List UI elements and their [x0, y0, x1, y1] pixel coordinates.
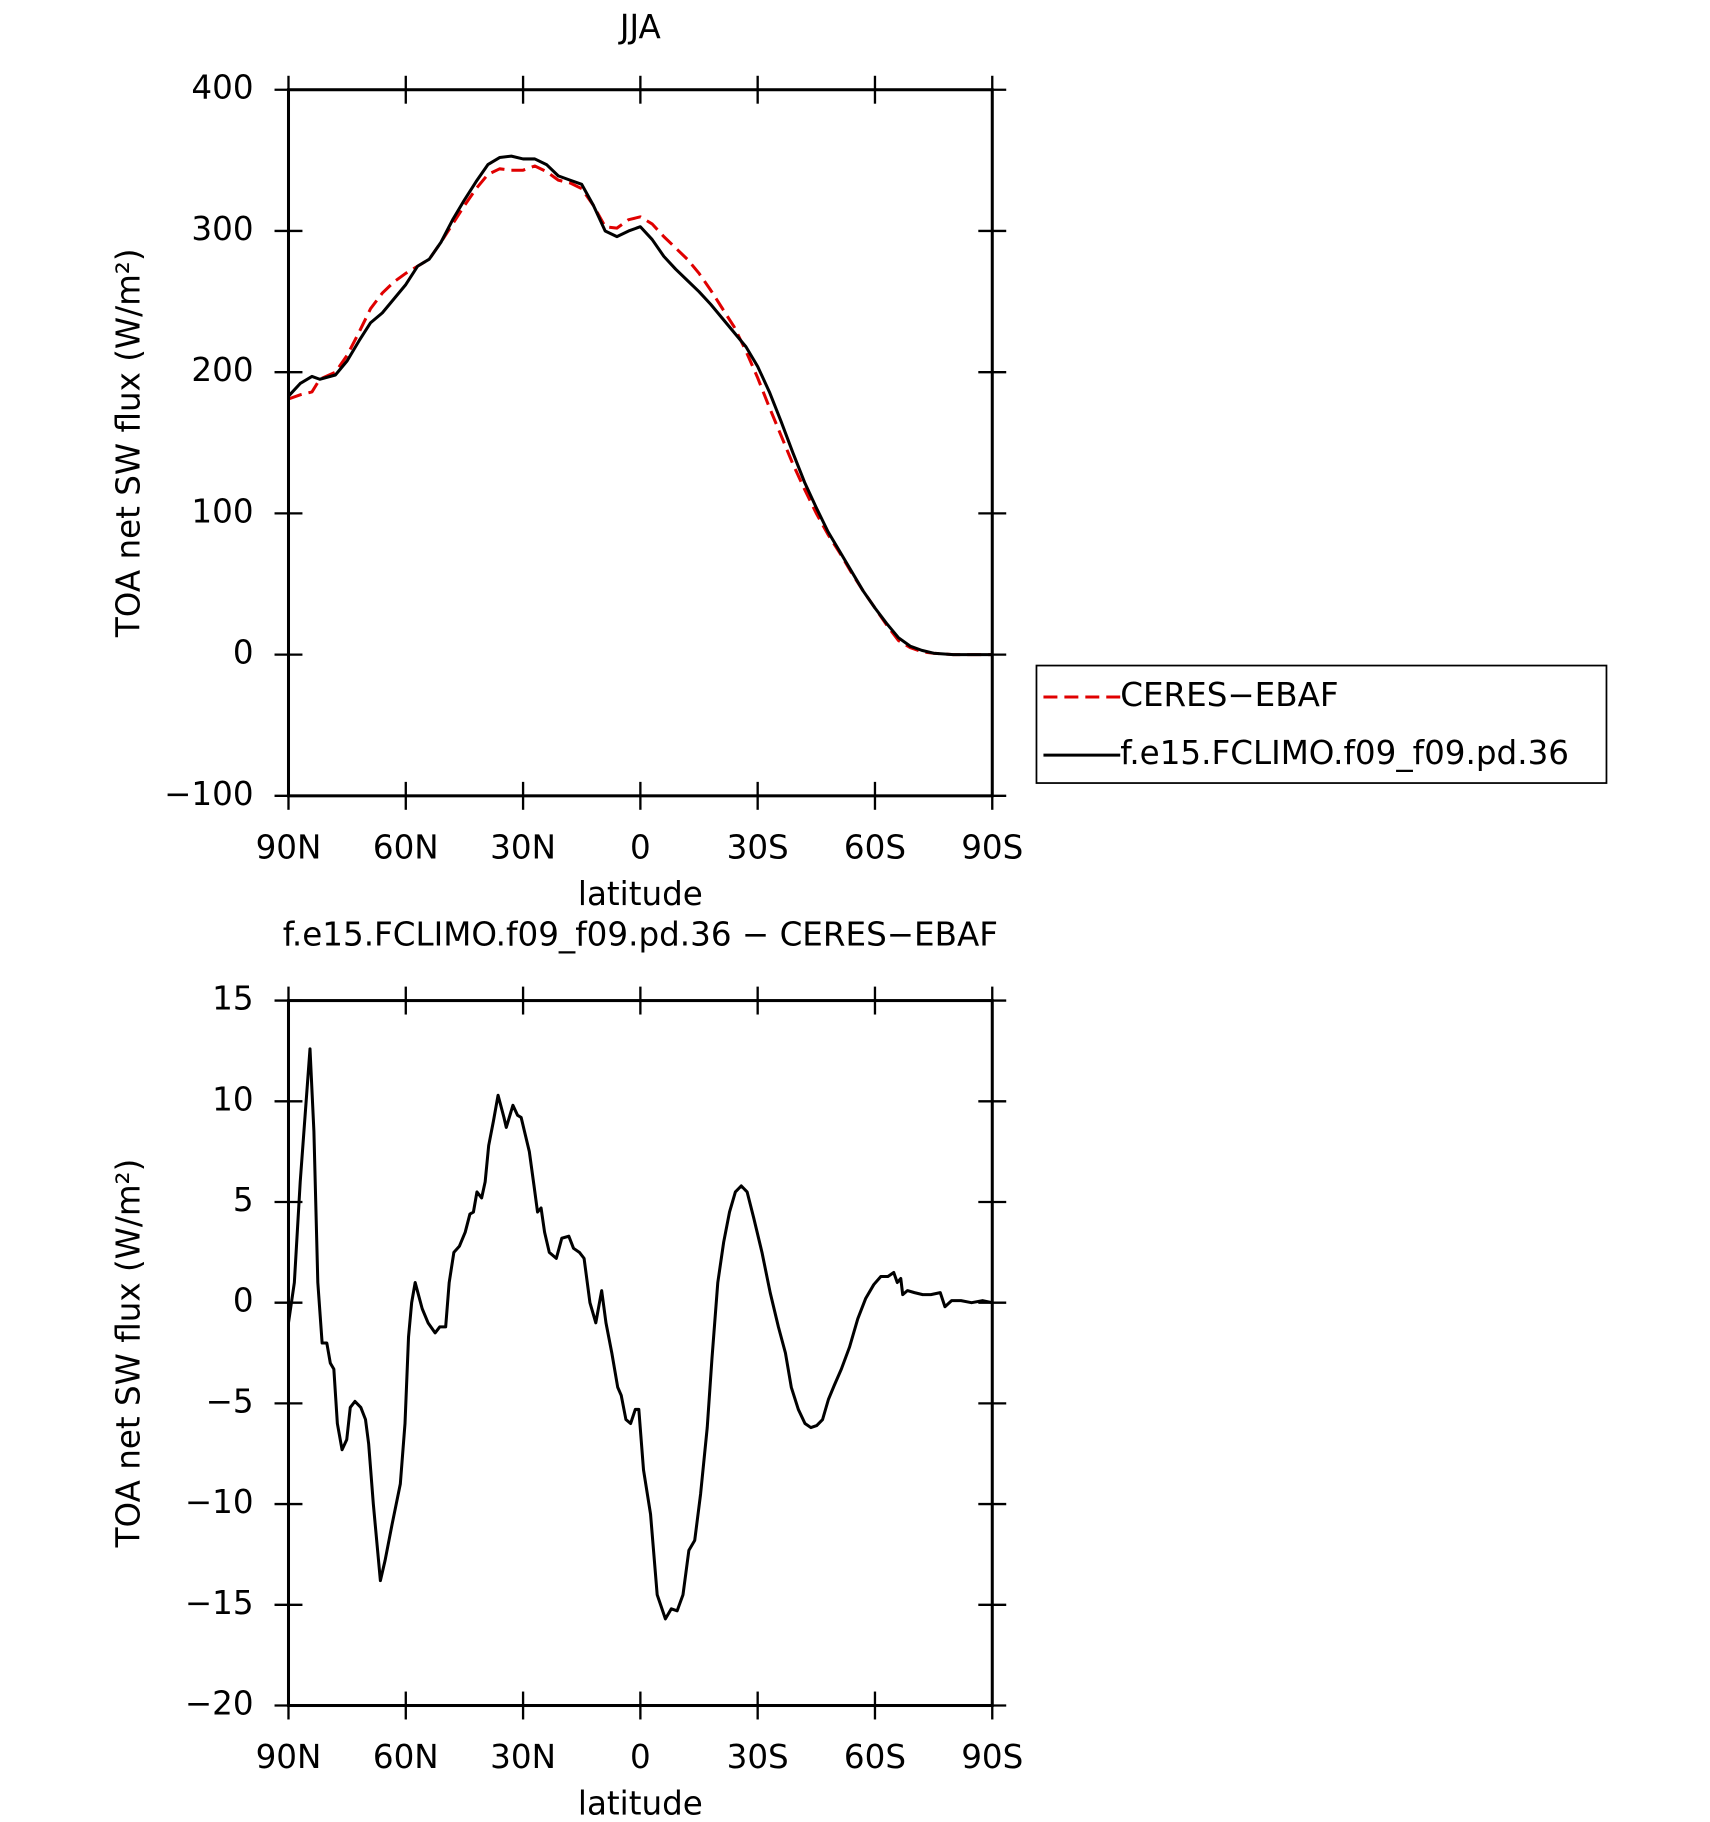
y-tick-label: −10	[185, 1483, 254, 1521]
x-axis-label: latitude	[578, 1785, 703, 1822]
legend-label: CERES−EBAF	[1120, 676, 1338, 714]
y-tick-label: −20	[185, 1685, 254, 1723]
y-tick-label: −15	[185, 1584, 254, 1622]
data-line	[287, 164, 993, 657]
x-tick-label: 90S	[961, 1738, 1023, 1776]
x-tick-label: 30N	[490, 828, 556, 866]
y-axis-label: TOA net SW flux (W/m²)	[109, 1159, 147, 1549]
y-tick-label: 100	[191, 492, 253, 530]
y-tick-label: 0	[233, 634, 254, 672]
x-tick-label: 60S	[844, 828, 906, 866]
x-tick-label: 30S	[727, 828, 789, 866]
x-axis-label: latitude	[578, 875, 703, 913]
x-tick-label: 0	[630, 828, 651, 866]
y-axis-label: TOA net SW flux (W/m²)	[109, 248, 147, 638]
y-tick-label: 200	[191, 351, 253, 389]
y-tick-label: 5	[233, 1181, 254, 1219]
chart-title: JJA	[618, 8, 661, 46]
y-tick-label: 300	[191, 210, 253, 248]
x-tick-label: 60N	[373, 828, 439, 866]
chart-title: f.e15.FCLIMO.f09_f09.pd.36 − CERES−EBAF	[283, 916, 998, 954]
y-tick-label: −5	[206, 1382, 254, 1420]
plot-frame	[286, 999, 994, 1708]
data-line	[286, 1047, 993, 1621]
legend-label: f.e15.FCLIMO.f09_f09.pd.36	[1120, 734, 1569, 772]
x-tick-label: 60S	[844, 1738, 906, 1776]
y-tick-label: 400	[191, 69, 253, 107]
legend-box	[1035, 664, 1608, 784]
data-line	[287, 154, 993, 657]
x-tick-label: 60N	[373, 1738, 439, 1776]
x-tick-label: 90N	[256, 828, 322, 866]
plot-frame	[286, 88, 994, 798]
y-tick-label: 10	[212, 1080, 253, 1118]
x-tick-label: 0	[630, 1738, 651, 1776]
y-tick-label: 0	[233, 1282, 254, 1320]
x-tick-label: 30N	[490, 1738, 556, 1776]
x-tick-label: 90N	[256, 1738, 322, 1776]
y-tick-label: −100	[164, 775, 253, 813]
y-tick-label: 15	[212, 980, 253, 1018]
x-tick-label: 30S	[727, 1738, 789, 1776]
x-tick-label: 90S	[961, 828, 1023, 866]
